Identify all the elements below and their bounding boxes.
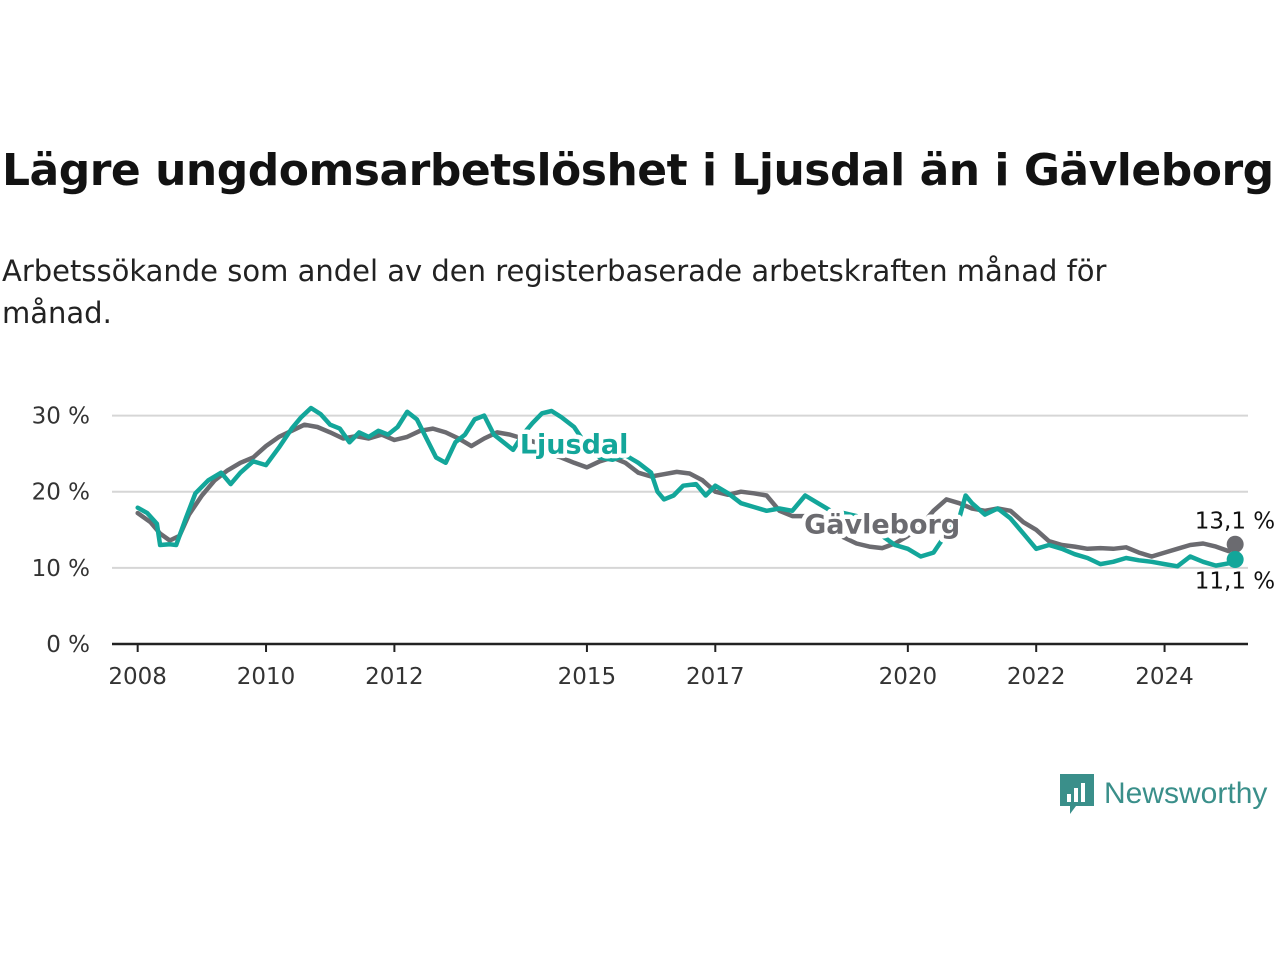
- series-lines: [135, 405, 1244, 569]
- x-tick-label: 2015: [558, 664, 617, 690]
- gridlines: [112, 414, 1248, 646]
- y-axis-ticks: 0 % 10 % 20 % 30 %: [32, 404, 90, 658]
- series-name-ljusdal: Ljusdal: [520, 430, 629, 461]
- end-point-gavleborg: [1226, 535, 1244, 553]
- x-tick-label: 2022: [1007, 664, 1066, 690]
- x-tick-label: 2008: [108, 664, 167, 690]
- x-tick-label: 2020: [879, 664, 938, 690]
- brand-name: Newsworthy: [1104, 777, 1268, 810]
- y-tick-label: 0 %: [46, 632, 90, 658]
- x-axis-ticks: 2008 2010 2012 2015 2017 2020 2022 2024: [108, 644, 1194, 690]
- end-label-ljusdal: 11,1 %: [1195, 568, 1275, 594]
- y-tick-label: 10 %: [32, 556, 90, 582]
- chart-title: Lägre ungdomsarbetslöshet i Ljusdal än i…: [2, 145, 1274, 196]
- x-tick-label: 2012: [365, 664, 424, 690]
- y-tick-label: 30 %: [32, 404, 90, 430]
- series-line-gavleborg: [135, 422, 1238, 559]
- x-tick-label: 2010: [237, 664, 296, 690]
- end-point-ljusdal: [1226, 550, 1244, 568]
- brand-logo: Newsworthy: [1058, 772, 1267, 816]
- y-tick-label: 20 %: [32, 480, 90, 506]
- line-chart: 0 % 10 % 20 % 30 % 2008 2010 2012 2015 2017 2020…: [32, 404, 1276, 690]
- chart-subtitle: Arbetssökande som andel av den registerb…: [2, 254, 1107, 330]
- x-tick-label: 2024: [1135, 664, 1194, 690]
- end-label-gavleborg: 13,1 %: [1195, 508, 1275, 534]
- series-labels: 13,1 % 11,1 % Ljusdal Gävleborg: [515, 425, 1275, 594]
- series-line-ljusdal: [135, 405, 1238, 569]
- newsworthy-logo-icon: [1060, 774, 1094, 814]
- x-tick-label: 2017: [686, 664, 745, 690]
- series-name-gavleborg: Gävleborg: [804, 510, 960, 541]
